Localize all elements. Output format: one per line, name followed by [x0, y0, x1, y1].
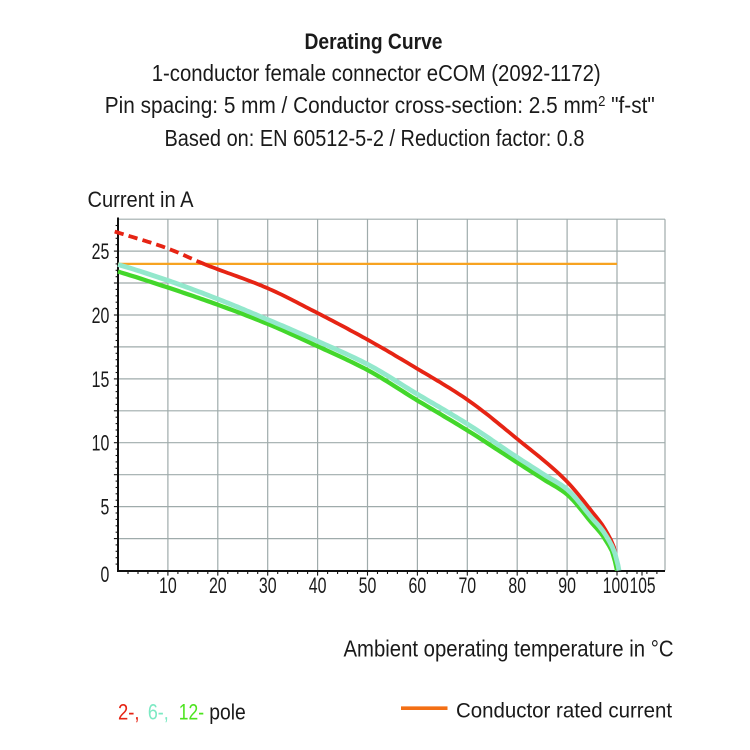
svg-text:15: 15	[92, 367, 110, 392]
svg-text:90: 90	[558, 573, 576, 598]
svg-text:1-conductor female connector e: 1-conductor female connector eCOM (2092-…	[152, 60, 601, 86]
svg-text:5: 5	[101, 495, 110, 520]
svg-text:10: 10	[92, 431, 110, 456]
svg-text:10: 10	[159, 573, 177, 598]
svg-text:80: 80	[508, 573, 526, 598]
svg-text:50: 50	[359, 573, 377, 598]
svg-text:20: 20	[92, 303, 110, 328]
svg-text:Ambient operating temperature: Ambient operating temperature in °C	[344, 635, 674, 661]
svg-text:25: 25	[92, 239, 110, 264]
svg-text:12-: 12-	[179, 700, 204, 725]
svg-text:0: 0	[101, 562, 110, 587]
svg-text:2-,: 2-,	[118, 700, 140, 725]
svg-text:40: 40	[309, 573, 327, 598]
svg-text:Conductor rated current: Conductor rated current	[456, 700, 672, 723]
svg-text:105: 105	[630, 573, 656, 598]
svg-text:Based on: EN 60512-5-2 / Reduc: Based on: EN 60512-5-2 / Reduction facto…	[165, 125, 585, 151]
svg-text:60: 60	[409, 573, 427, 598]
svg-text:Current in A: Current in A	[88, 187, 194, 212]
svg-text:30: 30	[259, 573, 277, 598]
svg-text:Derating Curve: Derating Curve	[305, 29, 443, 54]
svg-text:70: 70	[458, 573, 476, 598]
svg-text:pole: pole	[209, 700, 246, 725]
svg-text:Pin spacing: 5 mm / Conductor: Pin spacing: 5 mm / Conductor cross-sect…	[105, 92, 655, 118]
svg-text:20: 20	[209, 573, 227, 598]
svg-text:100: 100	[603, 573, 629, 598]
svg-text:6-,: 6-,	[148, 700, 169, 725]
